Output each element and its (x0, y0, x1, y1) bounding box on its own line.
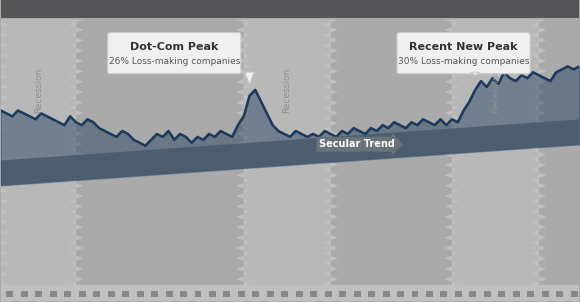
Bar (469, 291, 476, 297)
Bar (296, 291, 303, 297)
Bar (35, 291, 42, 297)
Bar (1, 285, 579, 301)
Bar (383, 291, 390, 297)
Bar (122, 291, 129, 297)
Bar (194, 291, 201, 297)
Bar (6, 291, 13, 297)
Bar (513, 291, 520, 297)
Bar (180, 291, 187, 297)
Bar (426, 291, 433, 297)
Bar (166, 291, 172, 297)
Text: Dot-Com Peak: Dot-Com Peak (130, 42, 219, 52)
Bar (108, 291, 115, 297)
Bar (484, 291, 491, 297)
FancyBboxPatch shape (108, 33, 241, 74)
Bar (556, 291, 563, 297)
Bar (498, 291, 505, 297)
Bar (79, 291, 86, 297)
Polygon shape (68, 19, 84, 290)
Bar (310, 291, 317, 297)
Text: 30% Loss-making companies: 30% Loss-making companies (398, 57, 530, 66)
Polygon shape (323, 19, 338, 290)
Polygon shape (531, 19, 546, 290)
Bar (397, 291, 404, 297)
Bar (354, 291, 361, 297)
Bar (1, 0, 579, 18)
Bar (93, 291, 100, 297)
Bar (137, 291, 144, 297)
Bar (64, 291, 71, 297)
Bar (411, 291, 418, 297)
Text: Recent New Peak: Recent New Peak (409, 42, 518, 52)
Bar (209, 291, 216, 297)
Polygon shape (245, 72, 254, 84)
Polygon shape (236, 19, 251, 290)
Text: Recession: Recession (34, 67, 43, 113)
Polygon shape (470, 72, 480, 75)
Text: Recession: Recession (282, 67, 292, 113)
Bar (325, 291, 332, 297)
Bar (151, 291, 158, 297)
Bar (223, 291, 230, 297)
Bar (339, 291, 346, 297)
Bar (527, 291, 534, 297)
Polygon shape (1, 119, 579, 185)
Polygon shape (0, 19, 8, 290)
Bar (238, 291, 245, 297)
Bar (21, 291, 28, 297)
Bar (267, 291, 274, 297)
FancyBboxPatch shape (397, 33, 530, 74)
Bar (281, 291, 288, 297)
Bar (50, 291, 57, 297)
Bar (452, 19, 539, 290)
Bar (252, 291, 259, 297)
Bar (1, 19, 76, 290)
Bar (455, 291, 462, 297)
Bar (368, 291, 375, 297)
Bar (244, 19, 331, 290)
Bar (440, 291, 447, 297)
Text: Secular Trend: Secular Trend (319, 139, 395, 149)
Bar (571, 291, 578, 297)
Polygon shape (444, 19, 459, 290)
Bar (542, 291, 549, 297)
Text: Recession: Recession (491, 67, 500, 113)
Text: 26% Loss-making companies: 26% Loss-making companies (108, 57, 240, 66)
